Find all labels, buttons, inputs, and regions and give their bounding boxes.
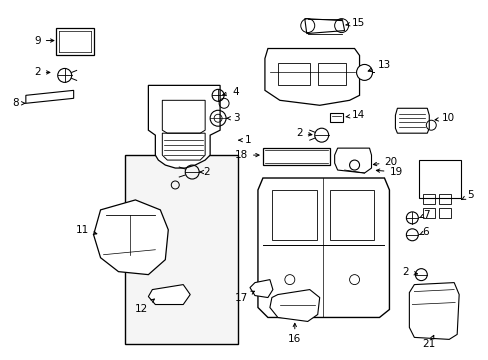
Text: 3: 3 [226, 113, 239, 123]
Polygon shape [148, 285, 190, 305]
Bar [438, 208, 450, 218]
Text: 11: 11 [75, 225, 97, 235]
Text: 4: 4 [223, 87, 238, 97]
Text: 9: 9 [34, 36, 54, 46]
Bar [423, 194, 434, 204]
Bar [423, 208, 434, 218]
Text: 16: 16 [287, 323, 301, 345]
Polygon shape [56, 28, 93, 55]
Polygon shape [264, 49, 359, 105]
Polygon shape [304, 19, 344, 33]
Polygon shape [263, 148, 329, 165]
Text: 10: 10 [434, 113, 454, 123]
Bar [438, 194, 450, 204]
Polygon shape [395, 108, 428, 133]
Text: 18: 18 [234, 150, 259, 160]
Text: 21: 21 [422, 336, 435, 349]
Polygon shape [249, 280, 272, 298]
Text: 2: 2 [200, 167, 209, 177]
Text: 7: 7 [419, 210, 428, 220]
Text: 1: 1 [239, 135, 251, 145]
Bar [125, 155, 238, 345]
Polygon shape [148, 85, 220, 168]
Polygon shape [269, 289, 319, 321]
Text: 19: 19 [376, 167, 402, 177]
Polygon shape [258, 178, 388, 318]
Text: 17: 17 [234, 291, 254, 302]
Text: 2: 2 [402, 267, 417, 276]
Bar [317, 63, 345, 85]
Polygon shape [329, 113, 342, 122]
Polygon shape [408, 283, 458, 339]
Text: 12: 12 [135, 299, 154, 315]
Text: 20: 20 [372, 157, 397, 167]
Bar [271, 190, 316, 240]
Bar [419, 160, 460, 198]
Bar [329, 190, 374, 240]
Bar [277, 63, 309, 85]
Text: 15: 15 [345, 18, 364, 28]
Text: 2: 2 [296, 128, 311, 138]
Circle shape [356, 64, 372, 80]
Polygon shape [26, 90, 74, 103]
Text: 5: 5 [461, 190, 473, 200]
Text: 2: 2 [34, 67, 50, 77]
Text: 6: 6 [419, 227, 428, 237]
Text: 13: 13 [367, 60, 390, 72]
Text: 8: 8 [12, 98, 25, 108]
Polygon shape [334, 148, 371, 173]
Text: 14: 14 [345, 110, 364, 120]
Polygon shape [93, 200, 168, 275]
